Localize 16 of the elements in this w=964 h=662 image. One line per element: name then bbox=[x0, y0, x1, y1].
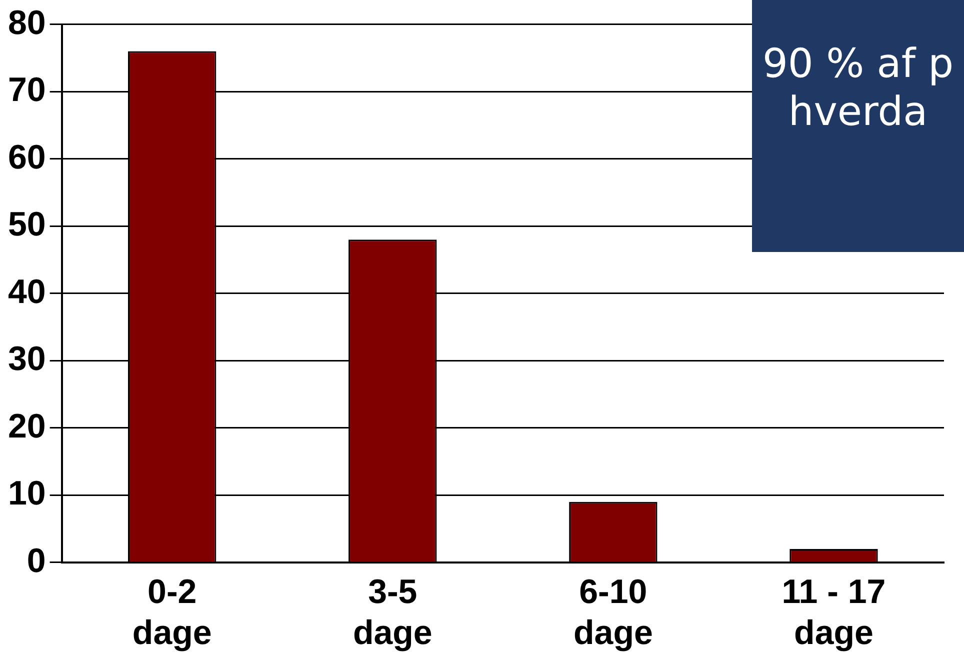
x-tick-label: 3-5 dage bbox=[352, 573, 432, 652]
annotation: hverda bbox=[787, 88, 929, 136]
x-tick-label: 11 - 17 dage bbox=[782, 573, 886, 652]
y-tick-label: 30 bbox=[8, 340, 46, 378]
y-tick-label: 60 bbox=[8, 138, 46, 176]
annotation: 90 % af p bbox=[761, 40, 955, 88]
y-tick-label: 70 bbox=[8, 71, 46, 110]
y-tick-label: 20 bbox=[8, 407, 46, 446]
text-box: 90 % af p hverda bbox=[752, 0, 964, 252]
y-tick-label: 50 bbox=[8, 206, 46, 244]
x-tick-label: 0-2 dage bbox=[132, 573, 212, 652]
y-tick-label: 0 bbox=[26, 542, 46, 580]
y-tick-label: 80 bbox=[8, 4, 46, 42]
y-tick-label: 10 bbox=[8, 474, 46, 513]
y-tick-label: 40 bbox=[8, 272, 46, 311]
x-tick-label: 6-10 dage bbox=[574, 573, 653, 652]
